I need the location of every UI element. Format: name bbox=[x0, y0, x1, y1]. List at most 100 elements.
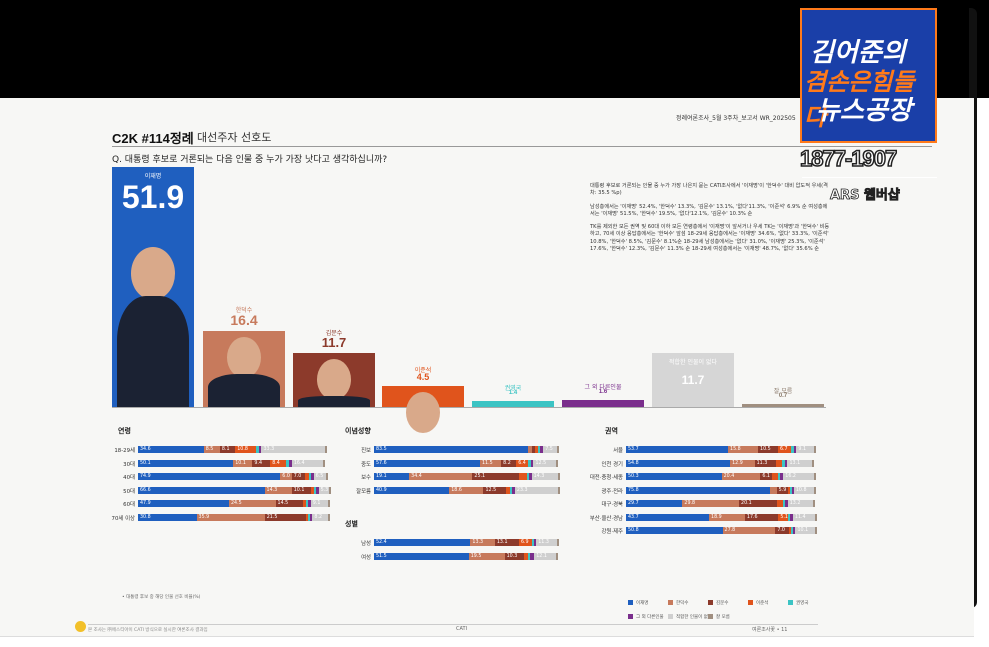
bar-segment: 7.5 bbox=[543, 446, 558, 453]
breakdown-row-label: 50대 bbox=[123, 488, 135, 495]
candidate-photo bbox=[227, 337, 261, 379]
breakdown-row-label: 70세 이상 bbox=[111, 515, 135, 522]
bar-segment bbox=[528, 473, 532, 480]
bar-segment bbox=[305, 500, 308, 507]
bar-segment: 13.1 bbox=[494, 539, 519, 546]
bar-segment bbox=[814, 527, 817, 534]
bar-segment bbox=[307, 500, 311, 507]
bar-segment bbox=[327, 513, 330, 521]
bar-segment bbox=[793, 446, 797, 453]
legend-swatch bbox=[708, 600, 713, 605]
bar-segment: 50.8 bbox=[626, 527, 723, 534]
legend-label: 김문수 bbox=[716, 601, 729, 606]
footer-left: 본 조사는 ㈜에스티아이 CATI 방식으로 실시한 여론조사 결과임 bbox=[88, 628, 208, 633]
candidate-value: 1.4 bbox=[508, 389, 518, 396]
bar-segment: 14.5 bbox=[275, 500, 304, 507]
stacked-bar: 50.8 27.8 7.0 10.1 bbox=[626, 527, 817, 534]
bar-segment bbox=[506, 486, 511, 494]
bar-segment bbox=[531, 539, 535, 546]
bar-segment bbox=[556, 459, 559, 467]
bar-segment bbox=[308, 473, 311, 480]
stacked-bar: 34.6 8.5 8.1 10.8 33.3 bbox=[138, 446, 327, 453]
bar-segment bbox=[788, 527, 791, 534]
candidate-suit bbox=[298, 395, 370, 407]
stacked-bar: 83.5 7.5 bbox=[374, 446, 560, 453]
bar-segment bbox=[790, 446, 794, 453]
legend-swatch bbox=[748, 600, 753, 605]
candidate-name: 한덕수 bbox=[235, 307, 253, 315]
bar-segment bbox=[557, 473, 560, 480]
bar-segment bbox=[313, 486, 316, 494]
bar-segment: 9.4 bbox=[252, 459, 271, 467]
candidate-name: 그 외 다른인물 bbox=[584, 383, 622, 391]
logo-line-1: 김어준의 bbox=[810, 37, 906, 67]
channel-logo: 김어준의 겸손은힘들다 뉴스공장 bbox=[800, 8, 937, 143]
candidate-bar bbox=[652, 353, 734, 407]
breakdown-row-label: 60대 bbox=[123, 502, 135, 508]
ars-label: ARS 웹버샵 bbox=[830, 188, 901, 204]
bar-segment bbox=[814, 513, 817, 521]
legend-item: 적합한 인물이 없다 bbox=[668, 614, 712, 620]
bar-segment: 29.8 bbox=[682, 500, 740, 507]
bar-segment bbox=[790, 527, 793, 534]
candidate-value: 0.7 bbox=[778, 392, 788, 399]
bar-segment bbox=[305, 513, 308, 521]
stacked-bar: 40.9 18.6 12.5 23.3 bbox=[374, 486, 560, 494]
bar-segment: 29.7 bbox=[626, 500, 683, 507]
candidate-name: 이재명 bbox=[144, 173, 162, 181]
bar-segment bbox=[512, 486, 515, 494]
legend-swatch bbox=[708, 614, 713, 619]
bar-segment bbox=[527, 459, 531, 467]
bar-segment: 34.6 bbox=[138, 446, 204, 453]
bar-segment bbox=[777, 473, 781, 480]
bar-segment: 40.9 bbox=[374, 486, 450, 494]
breakdown-row-label: 진보 bbox=[361, 448, 371, 454]
bar-segment: 5.1 bbox=[778, 513, 789, 521]
bar-segment bbox=[782, 500, 785, 507]
title-divider bbox=[112, 146, 932, 147]
breakdown-row-label: 대전·충청·세종 bbox=[589, 475, 623, 481]
bar-segment bbox=[777, 500, 783, 507]
bar-segment: 16.4 bbox=[291, 459, 324, 467]
bar-segment bbox=[323, 459, 326, 467]
candidate-name: 김문수 bbox=[325, 330, 343, 337]
summary-text: 대통령 후보로 거론되는 인물 중 누가 가장 나은지 묻는 CATI조사에서 … bbox=[590, 183, 830, 259]
bar-segment: 8.4 bbox=[270, 459, 287, 467]
legend-label: 적합한 인물이 없다 bbox=[676, 615, 712, 620]
breakdown-row-label: 부산·울산·경남 bbox=[589, 515, 623, 522]
legend-swatch bbox=[788, 600, 793, 605]
bar-segment bbox=[534, 446, 538, 453]
bar-segment bbox=[787, 486, 790, 494]
breakdown-row-label: 광주·전라 bbox=[601, 488, 623, 495]
stacked-bar: 43.7 18.9 17.6 5.1 11.4 bbox=[626, 513, 817, 521]
bar-segment: 9.1 bbox=[310, 500, 329, 507]
bar-segment: 10.8 bbox=[235, 446, 256, 453]
bar-segment: 10.1 bbox=[233, 459, 253, 467]
bar-segment: 57.6 bbox=[374, 459, 480, 467]
sun-logo-icon bbox=[75, 621, 86, 632]
summary-para-1: 대통령 후보로 거론되는 인물 중 누가 가장 나은지 묻는 CATI조사에서 … bbox=[590, 183, 828, 197]
bar-segment bbox=[540, 446, 544, 453]
candidate-name: 적합한 인물이 없다 bbox=[669, 359, 717, 366]
bar-segment bbox=[530, 552, 535, 560]
bar-segment: 53.7 bbox=[626, 446, 729, 453]
bar-segment bbox=[776, 459, 782, 467]
phone-number: 1877-1907 bbox=[799, 145, 898, 172]
candidate-value: 11.7 bbox=[681, 373, 705, 387]
stacked-bar: 29.7 29.8 20.1 13.2 bbox=[626, 500, 815, 507]
footnote: • 대통령 후보 중 해당 인물 선호 비율(%) bbox=[122, 595, 201, 600]
bar-segment bbox=[790, 513, 793, 521]
bar-segment: 7.0 bbox=[291, 473, 305, 480]
candidate-name: 잘 모름 bbox=[773, 387, 793, 395]
bar-segment: 25.1 bbox=[472, 473, 519, 480]
bar-segment bbox=[307, 513, 310, 521]
bar-segment: 20.4 bbox=[721, 473, 761, 480]
bar-segment: 10.3 bbox=[504, 552, 524, 560]
candidate-name: 이준석 bbox=[414, 367, 432, 375]
bar-segment: 6.7 bbox=[777, 446, 791, 453]
bar-segment bbox=[255, 446, 259, 453]
stacked-bar: 75.8 5.9 10.8 bbox=[626, 486, 817, 494]
bar-segment bbox=[324, 446, 327, 453]
stacked-bar: 19.1 34.4 25.1 14.3 bbox=[374, 473, 560, 480]
bar-segment: 18.6 bbox=[449, 486, 484, 494]
